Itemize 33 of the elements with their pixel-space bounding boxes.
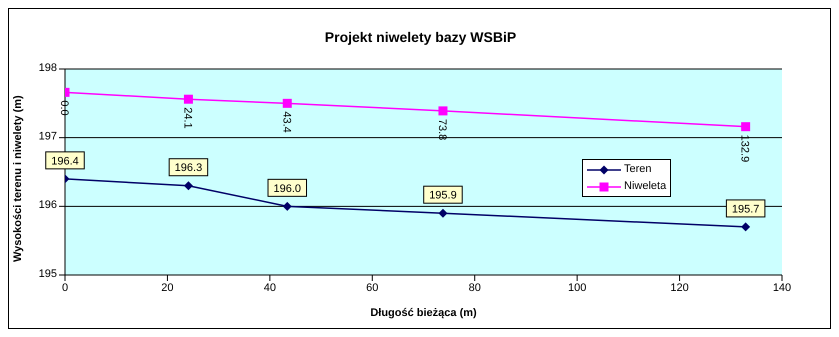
data-label: 195.9 [429, 190, 457, 202]
x-tick-label: 140 [772, 282, 792, 294]
point [438, 208, 448, 218]
point [741, 122, 750, 132]
y-tick-label: 197 [38, 130, 57, 143]
y-axis-title: Wysokości terenu i niwelety (m) [12, 94, 24, 262]
data-label: 195.7 [732, 203, 760, 216]
x-tick-label: 120 [670, 282, 689, 294]
legend-label: Niweleta [624, 179, 666, 194]
data-label: 196.4 [51, 155, 79, 168]
x-tick-label: 20 [161, 282, 174, 294]
y-tick-label: 198 [38, 62, 57, 74]
legend-label: Teren [624, 162, 652, 177]
x-tick-label: 60 [366, 282, 378, 294]
chart-title: Projekt niwelety bazy WSBiP [324, 29, 518, 45]
data-label: 196.0 [274, 182, 302, 195]
point [282, 98, 292, 108]
point [438, 106, 448, 116]
x-tick-label: 100 [568, 282, 586, 294]
point [741, 222, 750, 232]
annotation: 24.1 [181, 107, 194, 129]
data-label: 196.3 [174, 162, 202, 174]
x-axis-title: Długość bieżąca (m) [370, 307, 478, 319]
x-tick-label: 0 [62, 282, 68, 294]
x-tick-label: 80 [468, 282, 481, 294]
point [282, 202, 292, 211]
x-tick-label: 40 [264, 282, 276, 294]
y-tick-label: 195 [38, 268, 57, 280]
point [184, 181, 193, 190]
y-tick-label: 196 [38, 199, 57, 212]
annotation: 73.8 [436, 118, 448, 140]
point [184, 94, 193, 104]
annotation: 43.4 [280, 111, 292, 133]
